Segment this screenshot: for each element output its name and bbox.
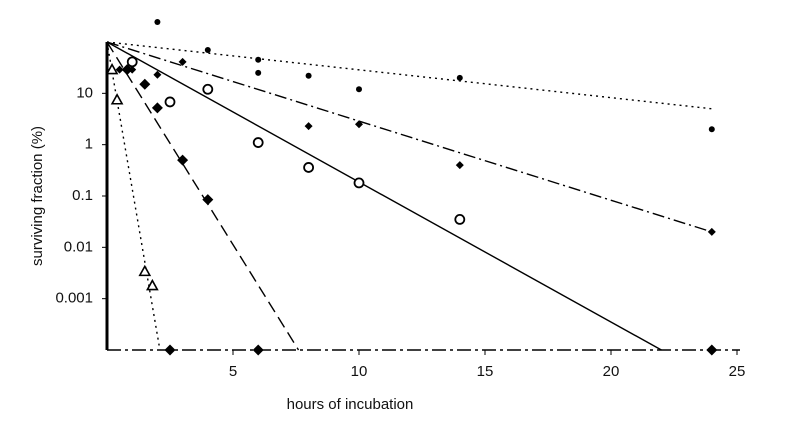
- point: [164, 344, 176, 356]
- x-tick-label: 25: [729, 363, 746, 380]
- y-tick-label: 0.1: [72, 187, 93, 204]
- point: [153, 70, 162, 79]
- x-tick-label: 10: [351, 363, 368, 380]
- point: [202, 194, 214, 206]
- point: [456, 74, 463, 81]
- point: [356, 86, 362, 93]
- point: [204, 46, 211, 53]
- y-tick-label: 10: [76, 84, 93, 101]
- point: [178, 57, 187, 66]
- fit-line: [106, 41, 161, 351]
- point: [706, 344, 718, 356]
- y-axis-label: surviving fraction (%): [29, 126, 46, 266]
- fit-line: [106, 41, 713, 233]
- point: [304, 122, 313, 131]
- point: [305, 72, 312, 79]
- point: [126, 56, 138, 68]
- point: [455, 161, 464, 170]
- point: [164, 96, 176, 108]
- point: [154, 19, 161, 26]
- point: [146, 278, 159, 291]
- point: [110, 93, 124, 105]
- point: [303, 162, 315, 173]
- y-tick-label: 0.001: [55, 290, 93, 307]
- x-tick-label: 15: [477, 363, 494, 380]
- x-axis-label: hours of incubation: [287, 396, 414, 413]
- point: [255, 69, 262, 76]
- point: [139, 78, 151, 90]
- point: [355, 120, 363, 129]
- point: [454, 214, 466, 225]
- point: [252, 137, 264, 148]
- point: [707, 227, 716, 236]
- point: [252, 344, 264, 356]
- x-tick-label: 20: [603, 363, 620, 380]
- point: [202, 83, 214, 95]
- point: [151, 102, 163, 114]
- point: [115, 65, 124, 74]
- point: [177, 154, 189, 166]
- y-tick-label: 0.01: [64, 238, 93, 255]
- point: [105, 62, 119, 75]
- fit-line: [106, 41, 712, 110]
- fit-line: [106, 41, 300, 351]
- x-tick-label: 5: [229, 363, 237, 380]
- point: [708, 126, 715, 133]
- y-tick-label: 1: [85, 136, 93, 153]
- point: [255, 56, 262, 63]
- point: [138, 264, 152, 277]
- fit-line: [106, 41, 662, 351]
- point: [121, 64, 133, 76]
- point: [353, 177, 365, 189]
